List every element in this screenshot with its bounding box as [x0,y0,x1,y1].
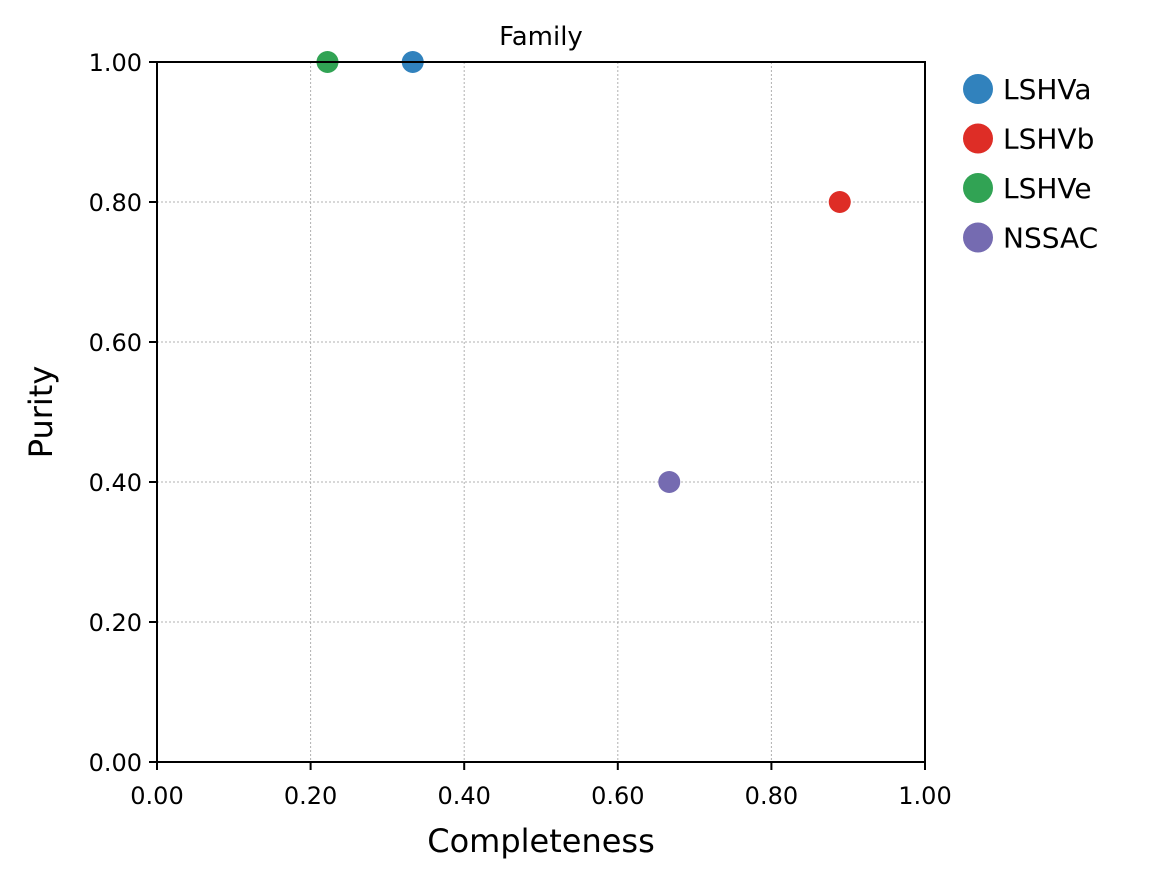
legend-label-lshva: LSHVa [1003,73,1092,106]
legend-label-lshve: LSHVe [1003,172,1092,205]
chart-title: Family [499,22,583,52]
axis-ticks: 0.00 0.20 0.40 0.60 0.80 1.00 0.00 0.20 0.40 0.60… [89,49,952,810]
data-point-nssac [658,471,681,493]
y-tick-label: 0.00 [89,749,142,777]
legend: LSHVa LSHVb LSHVe NSSAC [963,73,1098,255]
x-tick-label: 0.40 [437,782,490,810]
y-tick-label: 0.20 [89,609,142,637]
legend-marker-nssac [963,222,993,253]
x-axis-label: Completeness [427,822,655,860]
x-tick-label: 0.80 [745,782,798,810]
plot-frame [156,61,926,763]
y-tick-label: 0.80 [89,189,142,217]
data-point-lshvb [828,191,851,213]
legend-marker-lshva [963,74,993,104]
legend-label-nssac: NSSAC [1003,222,1098,255]
grid [157,62,925,762]
legend-label-lshvb: LSHVb [1003,123,1094,156]
legend-marker-lshve [963,173,993,203]
y-axis-label: Purity [22,366,60,459]
y-tick-label: 1.00 [89,49,142,77]
x-tick-label: 0.20 [284,782,337,810]
data-points [316,51,851,493]
y-tick-label: 0.60 [89,329,142,357]
legend-marker-lshvb [963,123,993,154]
y-tick-label: 0.40 [89,469,142,497]
x-tick-label: 0.60 [591,782,644,810]
x-tick-label: 1.00 [898,782,951,810]
x-tick-label: 0.00 [130,782,183,810]
